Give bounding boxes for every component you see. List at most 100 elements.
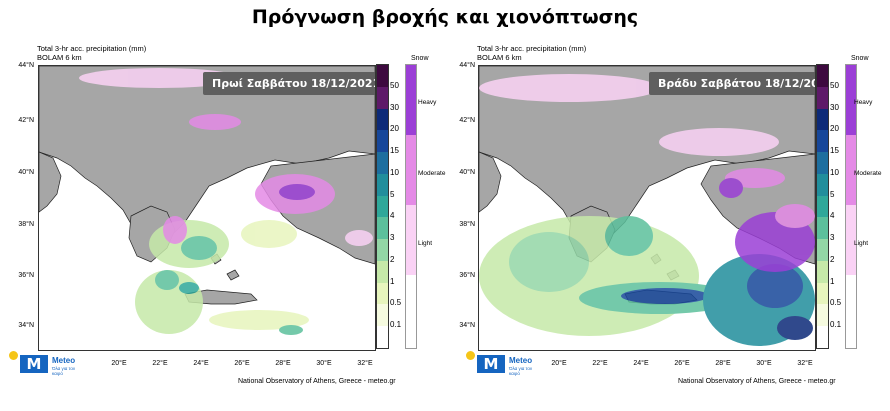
credit-text: National Observatory of Athens, Greece -… xyxy=(238,378,396,385)
rain-layer xyxy=(135,220,309,335)
sun-icon xyxy=(466,351,475,360)
lon-label: 20°E xyxy=(551,360,567,367)
page-title: Πρόγνωση βροχής και χιονόπτωσης xyxy=(251,6,639,28)
rain-swatch xyxy=(817,86,828,109)
rain-colorbar xyxy=(376,64,389,349)
header-variable: Total 3-hr acc. precipitation (mm) xyxy=(37,44,147,53)
rain-swatch xyxy=(377,217,388,240)
rain-swatch xyxy=(817,217,828,240)
lat-label: 40°N xyxy=(459,169,475,176)
snow-moderate-label: Moderate xyxy=(854,170,882,177)
header-variable: Total 3-hr acc. precipitation (mm) xyxy=(477,44,587,53)
rain-scale-label: 50 xyxy=(390,80,399,90)
lon-label: 22°E xyxy=(592,360,608,367)
snow-light-label: Light xyxy=(854,240,869,247)
lat-label: 36°N xyxy=(459,272,475,279)
header-model: BOLAM 6 km xyxy=(477,53,522,62)
snow-light-label: Light xyxy=(418,240,433,247)
lat-label: 40°N xyxy=(18,169,34,176)
rain-scale-label: 4 xyxy=(390,211,395,221)
rain-swatch xyxy=(817,326,828,348)
rain-scale-label: 0.5 xyxy=(390,298,402,308)
lat-label: 34°N xyxy=(18,322,34,329)
rain-scale-label: 1 xyxy=(390,276,395,286)
lon-label: 24°E xyxy=(193,360,209,367)
rain-scale-label: 15 xyxy=(830,146,839,156)
rain-scale-label: 30 xyxy=(390,102,399,112)
rain-swatch xyxy=(377,326,388,348)
snow-legend-title: Snow xyxy=(411,55,429,62)
rain-scale-label: 3 xyxy=(830,233,835,243)
logo-mark: M xyxy=(477,355,505,373)
snow-colorbar xyxy=(845,64,857,349)
precipitation-map: Πρωί Σαββάτου 18/12/2021 xyxy=(38,65,376,351)
precipitation-map: Βράδυ Σαββάτου 18/12/2021 xyxy=(478,65,816,351)
lat-label: 42°N xyxy=(459,117,475,124)
snow-layer xyxy=(479,74,815,272)
snow-colorbar xyxy=(405,64,417,349)
snow-legend-title: Snow xyxy=(851,55,869,62)
snow-layer xyxy=(79,68,373,246)
rain-swatch xyxy=(377,282,388,305)
rain-colorbar xyxy=(816,64,829,349)
rain-scale-label: 0.1 xyxy=(830,320,842,330)
panel-header: Total 3-hr acc. precipitation (mm) BOLAM… xyxy=(37,44,146,62)
date-badge: Πρωί Σαββάτου 18/12/2021 xyxy=(203,72,375,95)
rain-layer xyxy=(479,216,815,346)
rain-scale-label: 4 xyxy=(830,211,835,221)
rain-swatch xyxy=(817,130,828,153)
lon-label: 24°E xyxy=(633,360,649,367)
rain-swatch xyxy=(377,65,388,87)
rain-scale-label: 5 xyxy=(830,189,835,199)
map-svg xyxy=(479,66,815,346)
rain-scale-label: 0.5 xyxy=(830,298,842,308)
rain-swatch xyxy=(377,239,388,261)
snow-heavy-swatch xyxy=(406,65,416,135)
header-model: BOLAM 6 km xyxy=(37,53,82,62)
rain-swatch xyxy=(377,108,388,131)
rain-swatch xyxy=(817,260,828,283)
credit-text: National Observatory of Athens, Greece -… xyxy=(678,378,836,385)
rain-swatch xyxy=(377,86,388,109)
forecast-panel-morning: Total 3-hr acc. precipitation (mm) BOLAM… xyxy=(9,44,446,385)
rain-swatch xyxy=(817,152,828,174)
logo-tagline: Όλα για τον καιρό xyxy=(509,366,533,376)
lat-label: 42°N xyxy=(18,117,34,124)
lat-label: 36°N xyxy=(18,272,34,279)
rain-swatch xyxy=(377,260,388,283)
date-badge: Βράδυ Σαββάτου 18/12/2021 xyxy=(649,72,815,95)
rain-scale-label: 10 xyxy=(390,167,399,177)
snow-heavy-label: Heavy xyxy=(854,99,873,106)
rain-swatch xyxy=(817,173,828,196)
lon-label: 20°E xyxy=(111,360,127,367)
rain-swatch xyxy=(377,152,388,174)
rain-scale-label: 2 xyxy=(830,254,835,264)
forecast-panel-evening: Total 3-hr acc. precipitation (mm) BOLAM… xyxy=(445,0,890,411)
logo-name: Meteo xyxy=(509,356,533,365)
rain-scale-label: 15 xyxy=(390,146,399,156)
rain-swatch xyxy=(817,304,828,327)
lon-label: 28°E xyxy=(715,360,731,367)
lon-label: 28°E xyxy=(275,360,291,367)
snow-heavy-swatch xyxy=(846,65,856,135)
rain-swatch xyxy=(817,282,828,305)
snow-moderate-swatch xyxy=(846,135,856,205)
lon-label: 26°E xyxy=(234,360,250,367)
lon-label: 32°E xyxy=(797,360,813,367)
snow-light-swatch xyxy=(406,205,416,275)
rain-swatch xyxy=(377,173,388,196)
rain-scale-label: 10 xyxy=(830,167,839,177)
rain-scale-label: 0.1 xyxy=(390,320,402,330)
snow-moderate-label: Moderate xyxy=(418,170,446,177)
lat-label: 44°N xyxy=(459,62,475,69)
rain-swatch xyxy=(817,195,828,218)
lon-label: 30°E xyxy=(756,360,772,367)
panel-header: Total 3-hr acc. precipitation (mm) BOLAM… xyxy=(477,44,586,62)
lon-label: 22°E xyxy=(152,360,168,367)
lat-label: 38°N xyxy=(459,221,475,228)
lat-label: 38°N xyxy=(18,221,34,228)
rain-scale-label: 2 xyxy=(390,254,395,264)
lon-label: 32°E xyxy=(357,360,373,367)
lon-label: 30°E xyxy=(316,360,332,367)
rain-scale-label: 1 xyxy=(830,276,835,286)
